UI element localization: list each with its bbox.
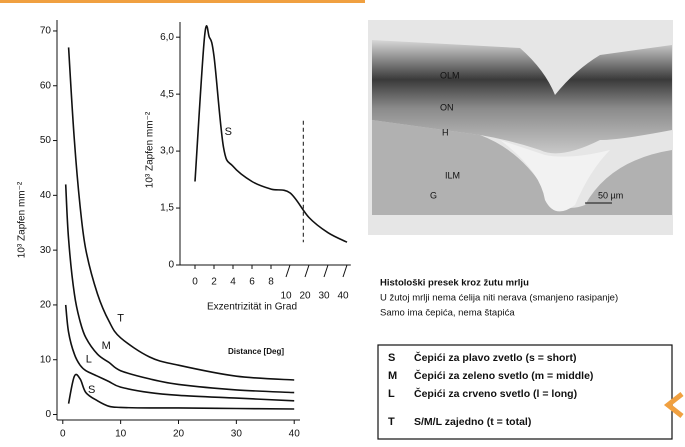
x-tick-label: 40	[337, 291, 349, 302]
x-tick-label: 30	[318, 291, 330, 302]
x-tick-label: 40	[289, 429, 301, 440]
x-tick-label: 10	[115, 429, 127, 440]
inset-x-title: Exzentrizität in Grad	[207, 302, 297, 313]
y-tick-label: 3,0	[160, 146, 174, 157]
caption-line: Histološki presek kroz žutu mrlju	[380, 278, 529, 289]
inset-y-title: 10³ Zapfen mm⁻²	[145, 111, 156, 188]
x-tick-label: 0	[60, 429, 66, 440]
y-tick-label: 4,5	[160, 89, 174, 100]
legend-key: M	[388, 370, 397, 382]
caption-line: Samo ima čepića, nema štapića	[380, 308, 515, 319]
micrograph-label: ILM	[445, 170, 460, 180]
series-label: S	[225, 126, 232, 138]
micrograph-label: 50 µm	[598, 190, 623, 200]
slide: 01020304050607001020304010³ Zapfen mm⁻²D…	[0, 0, 685, 442]
y-tick-label: 6,0	[160, 32, 174, 43]
micrograph-label: ON	[440, 102, 454, 112]
legend-text: Čepići za crveno svetlo (l = long)	[414, 387, 577, 400]
series-label: M	[102, 340, 111, 352]
y-tick-label: 30	[40, 245, 52, 256]
y-tick-label: 0	[45, 409, 51, 420]
micrograph	[368, 20, 673, 235]
series-label: S	[88, 384, 95, 396]
legend-text: Čepići za zeleno svetlo (m = middle)	[414, 369, 593, 382]
y-tick-label: 40	[40, 190, 52, 201]
y-tick-label: 60	[40, 80, 52, 91]
series-label: T	[117, 313, 124, 325]
y-tick-label: 0	[168, 260, 174, 271]
x-tick-label: 6	[249, 277, 255, 288]
legend-key: T	[388, 416, 395, 428]
y-tick-label: 10	[40, 354, 52, 365]
x-tick-label: 20	[173, 429, 185, 440]
x-tick-label: 2	[211, 277, 217, 288]
annotation: Distance [Deg]	[228, 347, 284, 356]
y-tick-label: 20	[40, 300, 52, 311]
y-tick-label: 70	[40, 26, 52, 37]
y-tick-label: 50	[40, 135, 52, 146]
legend-text: Čepići za plavo zvetlo (s = short)	[414, 351, 577, 364]
x-tick-label: 0	[192, 277, 198, 288]
legend-key: S	[388, 352, 395, 364]
accent-bar	[0, 0, 365, 3]
series-label: L	[86, 354, 92, 366]
micrograph-label: G	[430, 190, 437, 200]
caption-line: U žutoj mrlji nema ćelija niti nerava (s…	[380, 293, 618, 304]
legend-text: S/M/L zajedno (t = total)	[414, 416, 531, 428]
x-tick-label: 10	[280, 291, 292, 302]
y-tick-label: 1,5	[160, 203, 174, 214]
micrograph-label: H	[442, 127, 449, 137]
y-axis-title: 10³ Zapfen mm⁻²	[17, 181, 28, 258]
x-tick-label: 8	[268, 277, 274, 288]
x-tick-label: 30	[231, 429, 243, 440]
x-tick-label: 20	[299, 291, 311, 302]
x-tick-label: 4	[230, 277, 236, 288]
legend-key: L	[388, 388, 395, 400]
micrograph-label: OLM	[440, 70, 460, 80]
